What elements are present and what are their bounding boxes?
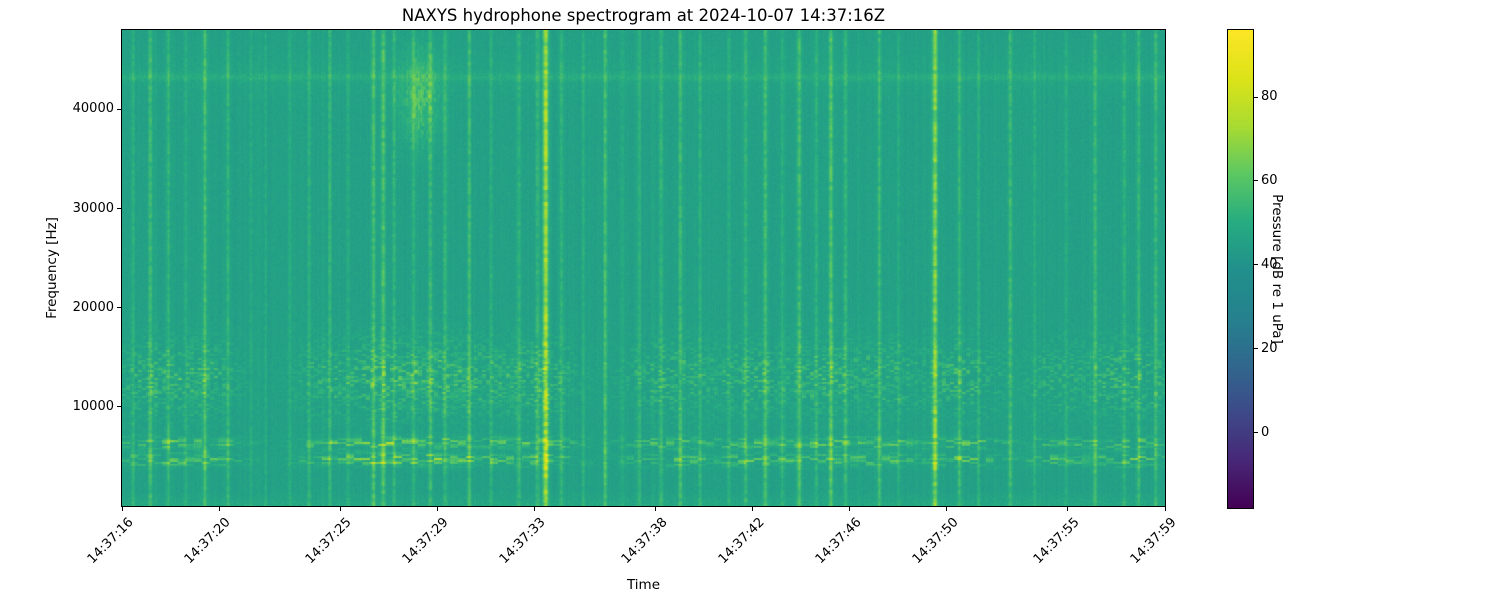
x-tick-mark — [849, 507, 851, 511]
y-tick-mark — [117, 307, 121, 309]
x-tick-mark — [339, 507, 341, 511]
colorbar-tick-mark — [1254, 348, 1258, 350]
x-tick-mark — [1067, 507, 1069, 511]
x-axis-label: Time — [626, 577, 661, 593]
colorbar-label: Pressure [dB re 1 uPa] — [1269, 194, 1285, 344]
x-tick-label: 14:37:33 — [497, 515, 549, 567]
y-tick-mark — [117, 406, 121, 408]
chart-title: NAXYS hydrophone spectrogram at 2024-10-… — [401, 6, 886, 25]
x-tick-label: 14:37:29 — [400, 515, 452, 567]
colorbar-tick-label: 60 — [1261, 172, 1278, 188]
plot-area — [121, 29, 1166, 507]
colorbar-tick-mark — [1254, 96, 1258, 98]
y-tick-label: 30000 — [72, 200, 114, 216]
x-tick-mark — [752, 507, 754, 511]
colorbar-tick-mark — [1254, 264, 1258, 266]
y-tick-label: 10000 — [72, 398, 114, 414]
x-tick-label: 14:37:46 — [812, 515, 865, 567]
x-tick-label: 14:37:42 — [715, 515, 768, 567]
x-tick-label: 14:37:20 — [181, 515, 234, 567]
colorbar — [1227, 29, 1254, 509]
colorbar-tick-label: 20 — [1261, 340, 1278, 356]
x-tick-mark — [218, 507, 220, 511]
x-tick-mark — [121, 507, 123, 511]
colorbar-tick-mark — [1254, 180, 1258, 182]
x-tick-label: 14:37:16 — [84, 515, 137, 567]
x-tick-mark — [1164, 507, 1166, 511]
colorbar-tick-label: 40 — [1261, 256, 1278, 272]
colorbar-tick-label: 80 — [1261, 89, 1278, 105]
x-tick-mark — [655, 507, 657, 511]
colorbar-tick-mark — [1254, 432, 1258, 434]
spectrogram-canvas — [122, 30, 1165, 506]
x-tick-label: 14:37:50 — [909, 515, 962, 567]
y-tick-mark — [117, 108, 121, 110]
y-tick-label: 40000 — [72, 101, 114, 117]
x-tick-mark — [533, 507, 535, 511]
x-tick-label: 14:37:59 — [1127, 515, 1180, 567]
x-tick-mark — [946, 507, 948, 511]
colorbar-tick-label: 0 — [1261, 424, 1270, 440]
x-tick-label: 14:37:55 — [1030, 515, 1083, 567]
x-tick-mark — [436, 507, 438, 511]
colorbar-canvas — [1228, 30, 1253, 508]
y-tick-mark — [117, 208, 121, 209]
y-tick-label: 20000 — [72, 299, 114, 315]
x-tick-label: 14:37:38 — [618, 515, 671, 567]
x-tick-label: 14:37:25 — [303, 515, 355, 567]
